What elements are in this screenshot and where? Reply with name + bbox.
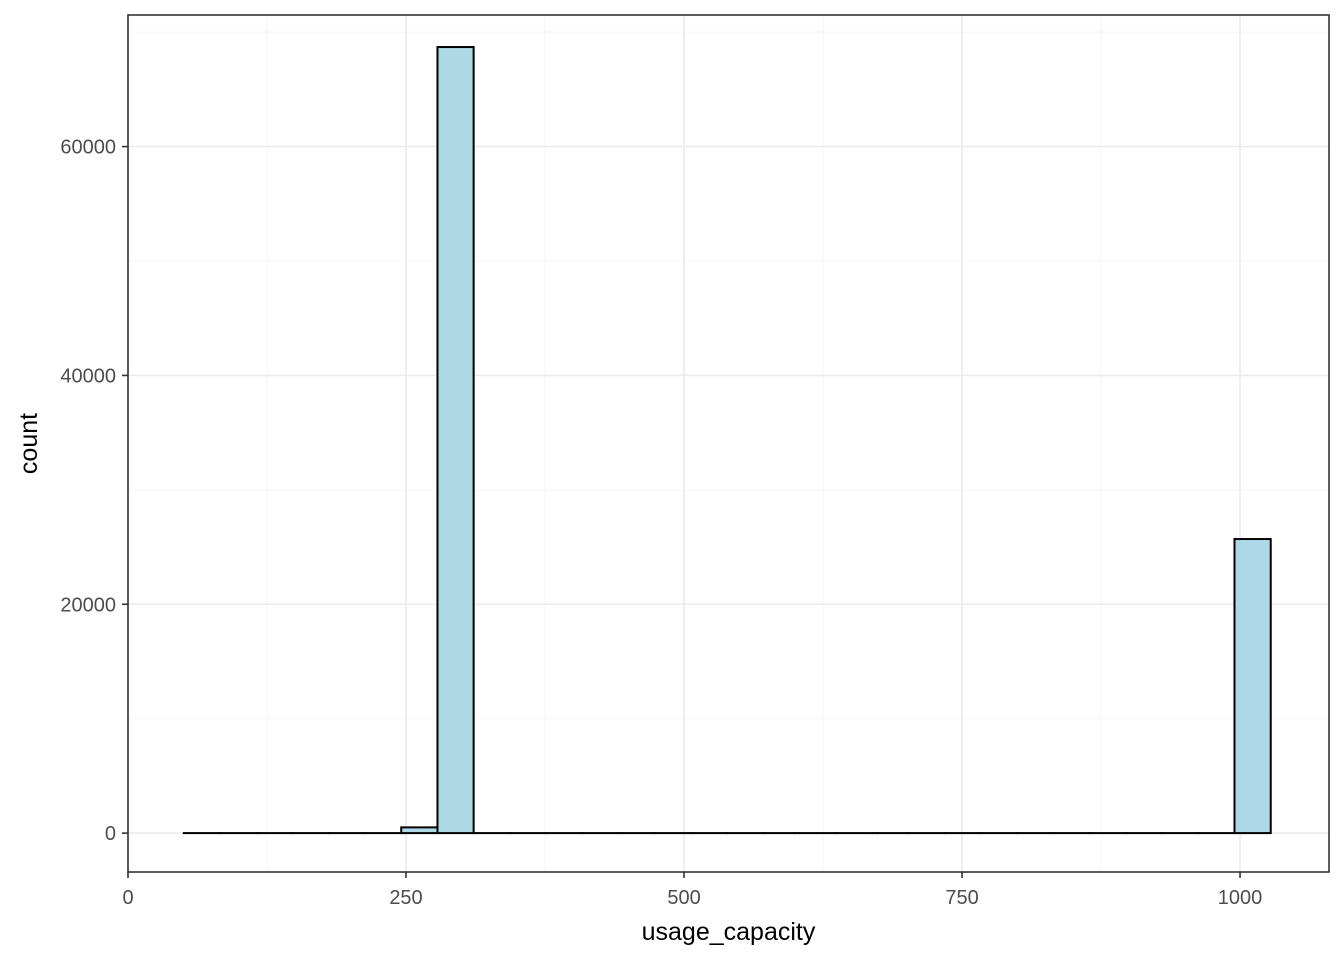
histogram-bar: [436, 46, 475, 835]
x-tick-label: 500: [667, 887, 700, 909]
panel-border: [127, 14, 1330, 873]
x-tick-label: 250: [389, 887, 422, 909]
histogram-bar: [400, 826, 439, 835]
x-axis-title: usage_capacity: [642, 918, 816, 946]
x-tick-label: 0: [122, 887, 133, 909]
y-tick-label: 0: [105, 823, 116, 845]
histogram-bar: [1233, 538, 1272, 835]
histogram-bars: [182, 46, 1272, 835]
y-axis: 0 20000 40000 60000: [60, 137, 128, 845]
x-tick-label: 750: [945, 887, 978, 909]
minor-grid-lines: [128, 15, 1329, 872]
x-tick-label: 1000: [1218, 887, 1263, 909]
y-tick-label: 60000: [60, 137, 116, 159]
y-tick-label: 20000: [60, 594, 116, 616]
y-axis-title: count: [15, 413, 43, 474]
x-axis: 0 250 500 750 1000: [122, 872, 1262, 909]
y-tick-label: 40000: [60, 365, 116, 387]
